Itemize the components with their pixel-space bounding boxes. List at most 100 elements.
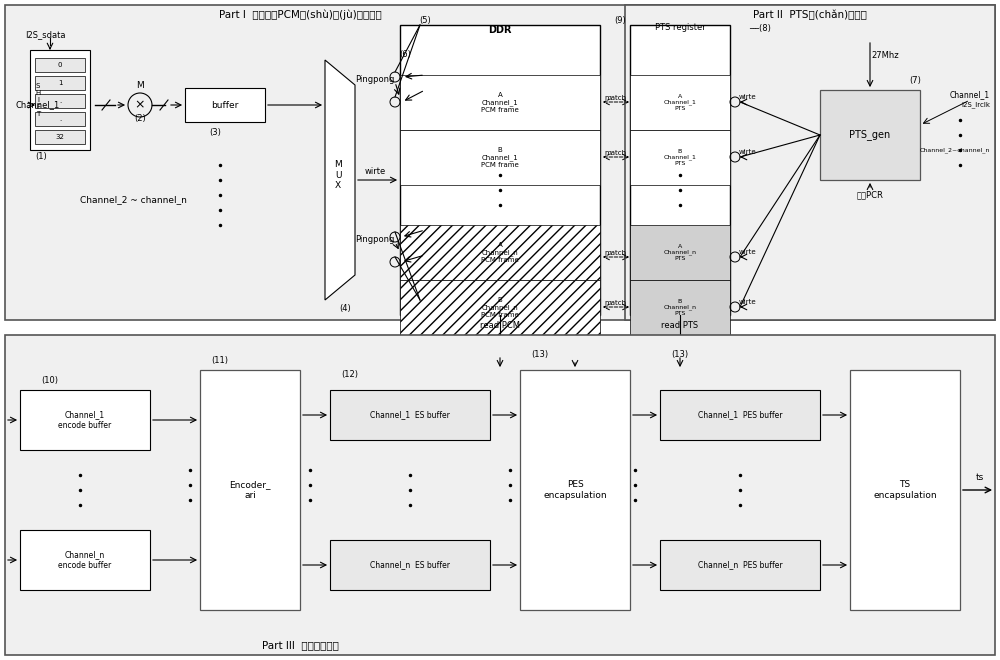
FancyBboxPatch shape bbox=[400, 130, 600, 185]
Text: Channel_n  PES buffer: Channel_n PES buffer bbox=[698, 560, 782, 570]
FancyBboxPatch shape bbox=[30, 50, 90, 150]
Text: Part II  PTS產(chǎn)生部分: Part II PTS產(chǎn)生部分 bbox=[753, 10, 867, 20]
Text: B
Channel_n
PCM frame: B Channel_n PCM frame bbox=[481, 297, 519, 318]
Text: wirte: wirte bbox=[739, 249, 757, 255]
Text: match: match bbox=[604, 250, 626, 256]
Text: Channel_1  PES buffer: Channel_1 PES buffer bbox=[698, 411, 782, 420]
Text: TS
encapsulation: TS encapsulation bbox=[873, 480, 937, 500]
Text: A
Channel_1
PTS: A Channel_1 PTS bbox=[664, 94, 696, 111]
Text: A
Channel_1
PCM frame: A Channel_1 PCM frame bbox=[481, 92, 519, 113]
Text: PTS_gen: PTS_gen bbox=[849, 129, 891, 141]
FancyBboxPatch shape bbox=[630, 75, 730, 130]
Text: (12): (12) bbox=[342, 370, 358, 380]
FancyBboxPatch shape bbox=[630, 130, 730, 185]
Text: (3): (3) bbox=[209, 127, 221, 137]
FancyBboxPatch shape bbox=[35, 94, 85, 108]
Text: (10): (10) bbox=[42, 376, 58, 385]
Text: Pingpong: Pingpong bbox=[355, 75, 395, 84]
FancyBboxPatch shape bbox=[5, 335, 995, 655]
Text: 27Mhz: 27Mhz bbox=[871, 51, 899, 59]
Text: M
U
X: M U X bbox=[334, 160, 342, 190]
Text: match: match bbox=[604, 300, 626, 306]
FancyBboxPatch shape bbox=[660, 390, 820, 440]
Text: Channel_2~channel_n: Channel_2~channel_n bbox=[920, 147, 990, 153]
Text: (1): (1) bbox=[35, 152, 47, 162]
FancyBboxPatch shape bbox=[400, 75, 600, 130]
Text: Channel_1: Channel_1 bbox=[15, 100, 59, 110]
Text: match: match bbox=[604, 95, 626, 101]
FancyBboxPatch shape bbox=[630, 225, 730, 280]
FancyBboxPatch shape bbox=[330, 390, 490, 440]
Text: (13): (13) bbox=[671, 350, 689, 360]
Text: Channel_1
encode buffer: Channel_1 encode buffer bbox=[58, 411, 112, 430]
Text: Channel_1: Channel_1 bbox=[950, 90, 990, 100]
Text: ts: ts bbox=[976, 473, 984, 482]
Text: 32: 32 bbox=[56, 134, 64, 140]
Text: PTS register: PTS register bbox=[655, 24, 705, 32]
Text: Pingpong: Pingpong bbox=[355, 236, 395, 244]
Text: PES
encapsulation: PES encapsulation bbox=[543, 480, 607, 500]
FancyBboxPatch shape bbox=[630, 280, 730, 335]
Text: DDR: DDR bbox=[488, 25, 512, 35]
Text: .: . bbox=[59, 98, 61, 104]
Text: (5): (5) bbox=[419, 15, 431, 24]
Text: Channel_n  ES buffer: Channel_n ES buffer bbox=[370, 560, 450, 570]
Text: match: match bbox=[604, 150, 626, 156]
Text: wirte: wirte bbox=[739, 149, 757, 155]
FancyBboxPatch shape bbox=[520, 370, 630, 610]
FancyBboxPatch shape bbox=[35, 130, 85, 144]
Text: (9): (9) bbox=[614, 15, 626, 24]
Text: B
Channel_1
PTS: B Channel_1 PTS bbox=[664, 149, 696, 166]
Text: Channel_1  ES buffer: Channel_1 ES buffer bbox=[370, 411, 450, 420]
FancyBboxPatch shape bbox=[330, 540, 490, 590]
Text: 視頻PCR: 視頻PCR bbox=[857, 191, 883, 199]
Text: (6): (6) bbox=[399, 51, 411, 59]
Text: Channel_2 ~ channel_n: Channel_2 ~ channel_n bbox=[80, 195, 187, 205]
Text: (4): (4) bbox=[339, 304, 351, 312]
Text: Part III  編碼輸出部分: Part III 編碼輸出部分 bbox=[262, 640, 338, 650]
Text: S
H
I
F
T: S H I F T bbox=[35, 83, 41, 117]
FancyBboxPatch shape bbox=[400, 25, 600, 315]
FancyBboxPatch shape bbox=[35, 76, 85, 90]
FancyBboxPatch shape bbox=[820, 90, 920, 180]
Text: (13): (13) bbox=[531, 350, 549, 360]
Text: buffer: buffer bbox=[211, 100, 239, 110]
Text: B
Channel_1
PCM frame: B Channel_1 PCM frame bbox=[481, 147, 519, 168]
FancyBboxPatch shape bbox=[400, 280, 600, 335]
Text: 0: 0 bbox=[58, 62, 62, 68]
Text: (11): (11) bbox=[212, 356, 228, 364]
FancyBboxPatch shape bbox=[625, 5, 995, 320]
Text: ──(8): ──(8) bbox=[749, 24, 771, 32]
FancyBboxPatch shape bbox=[200, 370, 300, 610]
FancyBboxPatch shape bbox=[5, 5, 995, 320]
FancyBboxPatch shape bbox=[35, 112, 85, 126]
Text: wirte: wirte bbox=[364, 168, 386, 176]
FancyBboxPatch shape bbox=[400, 225, 600, 280]
Text: A
Channel_n
PCM frame: A Channel_n PCM frame bbox=[481, 242, 519, 263]
Text: Channel_n
encode buffer: Channel_n encode buffer bbox=[58, 550, 112, 570]
FancyBboxPatch shape bbox=[35, 58, 85, 72]
Text: read PTS: read PTS bbox=[661, 321, 699, 329]
Text: M: M bbox=[136, 81, 144, 90]
Text: (2): (2) bbox=[134, 114, 146, 123]
Text: wirte: wirte bbox=[739, 299, 757, 305]
Text: 1: 1 bbox=[58, 80, 62, 86]
FancyBboxPatch shape bbox=[20, 530, 150, 590]
Text: ×: × bbox=[135, 98, 145, 112]
Text: wirte: wirte bbox=[739, 94, 757, 100]
Text: I2S_sdata: I2S_sdata bbox=[25, 30, 66, 40]
Text: Encoder_
ari: Encoder_ ari bbox=[229, 480, 271, 500]
Text: I2S_lrclk: I2S_lrclk bbox=[961, 102, 990, 108]
FancyBboxPatch shape bbox=[630, 25, 730, 315]
Text: B
Channel_n
PTS: B Channel_n PTS bbox=[664, 299, 696, 316]
FancyBboxPatch shape bbox=[185, 88, 265, 122]
Text: .: . bbox=[59, 116, 61, 122]
Text: A
Channel_n
PTS: A Channel_n PTS bbox=[664, 244, 696, 261]
Text: read PCM: read PCM bbox=[480, 321, 520, 329]
FancyBboxPatch shape bbox=[660, 540, 820, 590]
Text: Part I  多路音頻PCM數(shù)據(jù)接收部分: Part I 多路音頻PCM數(shù)據(jù)接收部分 bbox=[219, 10, 381, 20]
Polygon shape bbox=[325, 60, 355, 300]
Text: (7): (7) bbox=[909, 75, 921, 84]
FancyBboxPatch shape bbox=[20, 390, 150, 450]
FancyBboxPatch shape bbox=[850, 370, 960, 610]
